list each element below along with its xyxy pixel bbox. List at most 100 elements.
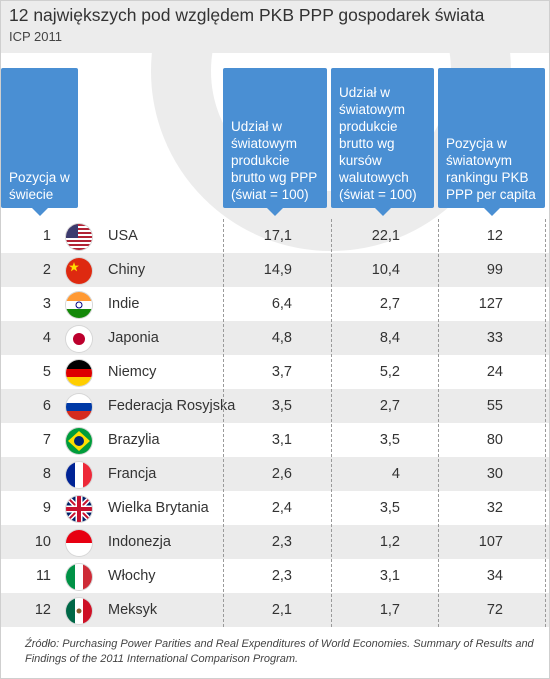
source-note: Źródło: Purchasing Power Parities and Re…	[25, 638, 534, 665]
ppp-share-cell: 2,6	[271, 466, 292, 482]
id-flag-icon	[66, 530, 92, 556]
br-flag-icon	[66, 428, 92, 454]
fx-share-cell: 22,1	[371, 228, 400, 244]
position-cell: 12	[34, 602, 51, 618]
column-header-label: Pozycja w światowym rankingu PKB PPP per…	[446, 136, 536, 202]
per-capita-rank-cell: 32	[486, 500, 503, 516]
column-header-position: Pozycja w świecie	[1, 68, 78, 216]
header-pointer-icon	[374, 208, 391, 216]
column-header-ppp-share: Udział w światowym produkcie brutto wg P…	[223, 68, 327, 216]
header-pointer-icon	[31, 208, 48, 216]
per-capita-rank-cell: 33	[486, 330, 503, 346]
per-capita-rank-cell: 80	[486, 432, 503, 448]
fx-share-cell: 8,4	[379, 330, 400, 346]
column-divider	[331, 219, 332, 627]
per-capita-rank-cell: 107	[478, 534, 503, 550]
table-row: 2 Chiny 14,9 10,4 99	[1, 253, 549, 287]
in-flag-icon	[66, 292, 92, 318]
country-name: Brazylia	[108, 432, 160, 448]
per-capita-rank-cell: 72	[486, 602, 503, 618]
fx-share-cell: 4	[391, 466, 400, 482]
ppp-share-cell: 4,8	[271, 330, 292, 346]
table-row: 11 Włochy 2,3 3,1 34	[1, 559, 549, 593]
cn-flag-icon	[66, 258, 92, 284]
ppp-share-cell: 2,3	[271, 534, 292, 550]
position-cell: 2	[42, 262, 51, 278]
column-header-per-capita-rank: Pozycja w światowym rankingu PKB PPP per…	[438, 68, 545, 216]
fx-share-cell: 1,2	[379, 534, 400, 550]
table-row: 5 Niemcy 3,7 5,2 24	[1, 355, 549, 389]
table-row: 8 Francja 2,6 4 30	[1, 457, 549, 491]
table-row: 10 Indonezja 2,3 1,2 107	[1, 525, 549, 559]
country-name: Wielka Brytania	[108, 500, 209, 516]
position-cell: 6	[42, 398, 51, 414]
ppp-share-cell: 2,3	[271, 568, 292, 584]
column-divider	[223, 219, 224, 627]
position-cell: 3	[42, 296, 51, 312]
country-name: USA	[108, 228, 138, 244]
country-name: Francja	[108, 466, 157, 482]
ppp-share-cell: 2,1	[271, 602, 292, 618]
position-cell: 10	[34, 534, 51, 550]
position-cell: 7	[42, 432, 51, 448]
position-cell: 9	[42, 500, 51, 516]
fx-share-cell: 2,7	[379, 398, 400, 414]
table-row: 9 Wielka Brytania 2,4 3,5 32	[1, 491, 549, 525]
ppp-share-cell: 3,5	[271, 398, 292, 414]
de-flag-icon	[66, 360, 92, 386]
country-name: Meksyk	[108, 602, 158, 618]
fx-share-cell: 5,2	[379, 364, 400, 380]
ppp-share-cell: 6,4	[271, 296, 292, 312]
column-divider	[545, 219, 546, 627]
column-header-label: Udział w światowym produkcie brutto wg P…	[231, 119, 318, 202]
jp-flag-icon	[66, 326, 92, 352]
fx-share-cell: 3,1	[379, 568, 400, 584]
ru-flag-icon	[66, 394, 92, 420]
fx-share-cell: 2,7	[379, 296, 400, 312]
header-pointer-icon	[267, 208, 283, 216]
per-capita-rank-cell: 30	[486, 466, 503, 482]
table-body: 1 USA 17,1 22,1 12 2 Chiny 14,9 10,4 99 3 Indie 6,4 2…	[1, 219, 549, 627]
per-capita-rank-cell: 12	[486, 228, 503, 244]
table-row: 7 Brazylia 3,1 3,5 80	[1, 423, 549, 457]
mx-flag-icon	[66, 598, 92, 624]
header-pointer-icon	[483, 208, 500, 216]
fx-share-cell: 3,5	[379, 500, 400, 516]
it-flag-icon	[66, 564, 92, 590]
country-name: Indonezja	[108, 534, 171, 550]
chart-subtitle: ICP 2011	[9, 29, 63, 44]
fr-flag-icon	[66, 462, 92, 488]
table-row: 4 Japonia 4,8 8,4 33	[1, 321, 549, 355]
fx-share-cell: 1,7	[379, 602, 400, 618]
ppp-share-cell: 3,1	[271, 432, 292, 448]
country-name: Japonia	[108, 330, 159, 346]
fx-share-cell: 10,4	[371, 262, 400, 278]
ppp-share-cell: 3,7	[271, 364, 292, 380]
ppp-share-cell: 2,4	[271, 500, 292, 516]
country-name: Włochy	[108, 568, 156, 584]
fx-share-cell: 3,5	[379, 432, 400, 448]
column-header-fx-share: Udział w światowym produkcie brutto wg k…	[331, 68, 434, 216]
position-cell: 11	[35, 568, 51, 584]
country-name: Niemcy	[108, 364, 157, 380]
table-row: 12 Meksyk 2,1 1,7 72	[1, 593, 549, 627]
position-cell: 8	[42, 466, 51, 482]
per-capita-rank-cell: 55	[486, 398, 503, 414]
table-row: 1 USA 17,1 22,1 12	[1, 219, 549, 253]
position-cell: 4	[42, 330, 51, 346]
per-capita-rank-cell: 34	[486, 568, 503, 584]
column-header-label: Pozycja w świecie	[9, 170, 70, 202]
column-header-label: Udział w światowym produkcie brutto wg k…	[339, 85, 417, 202]
ppp-share-cell: 14,9	[263, 262, 292, 278]
per-capita-rank-cell: 99	[486, 262, 503, 278]
country-name: Chiny	[108, 262, 146, 278]
country-name: Indie	[108, 296, 140, 312]
country-name: Federacja Rosyjska	[108, 398, 236, 414]
position-cell: 5	[42, 364, 51, 380]
us-flag-icon	[66, 224, 92, 250]
column-divider	[438, 219, 439, 627]
per-capita-rank-cell: 127	[478, 296, 503, 312]
position-cell: 1	[42, 228, 51, 244]
table-row: 3 Indie 6,4 2,7 127	[1, 287, 549, 321]
